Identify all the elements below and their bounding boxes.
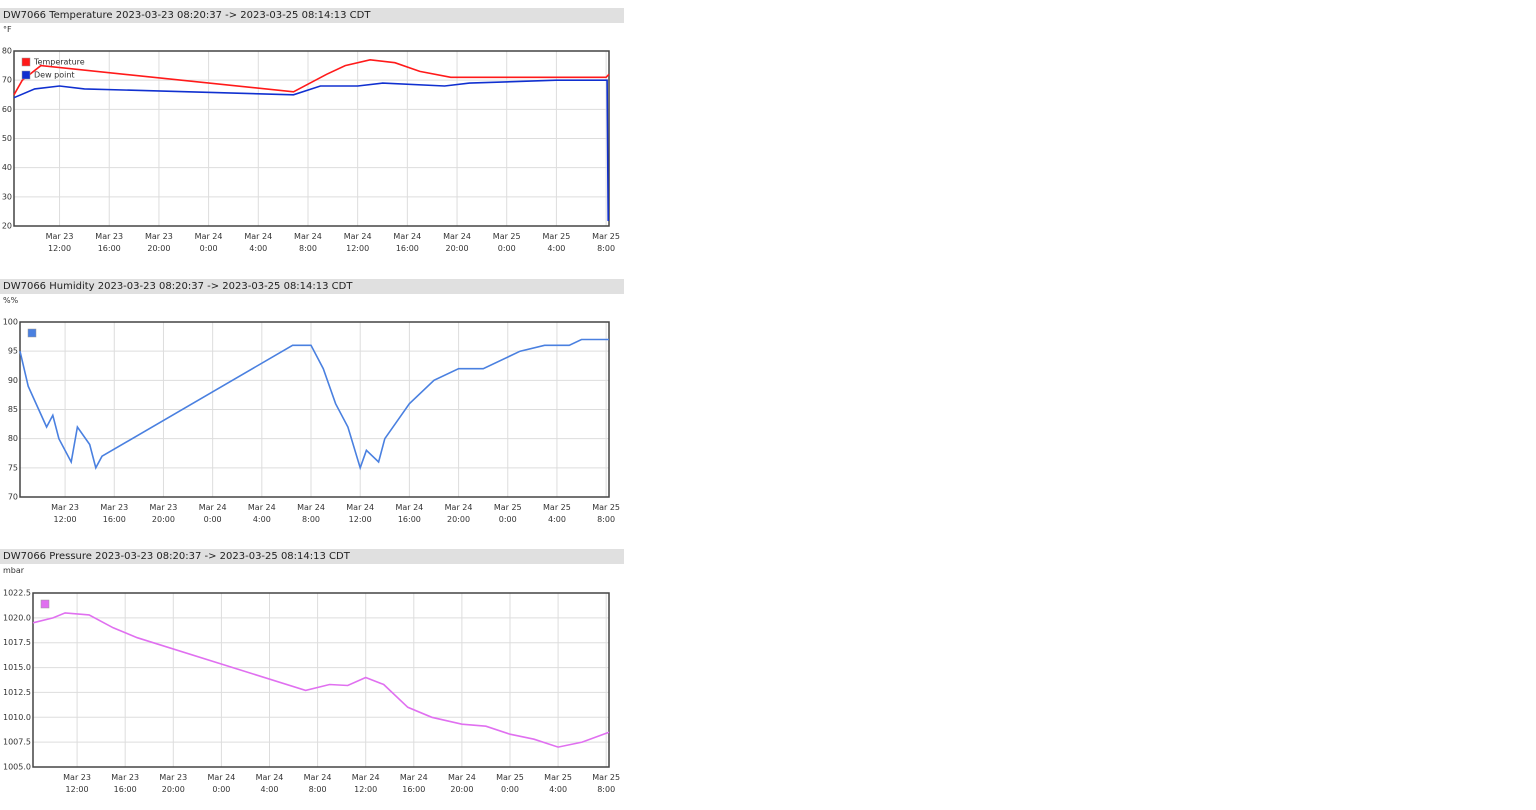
plot-border	[19, 321, 610, 498]
y-tick-label: 85	[8, 405, 18, 414]
series-line	[13, 58, 610, 96]
x-tick-label: Mar 24 8:00	[294, 232, 322, 253]
x-tick-label: Mar 24 20:00	[444, 503, 473, 524]
series-line	[13, 79, 609, 221]
y-tick-label: 95	[8, 347, 18, 356]
unit-label: mbar	[3, 566, 25, 575]
x-tick-label: Mar 24 0:00	[194, 232, 223, 253]
y-tick-label: 1022.5	[3, 589, 31, 598]
x-tick-label: Mar 23 20:00	[144, 232, 173, 253]
y-tick-label: 1012.5	[3, 688, 31, 697]
unit-label: %%	[3, 296, 19, 305]
unit-label: °F	[3, 25, 12, 34]
x-tick-label: Mar 25 0:00	[492, 232, 521, 253]
x-tick-label: Mar 24 16:00	[395, 503, 424, 524]
legend-swatch	[21, 70, 31, 80]
x-tick-label: Mar 24 20:00	[447, 773, 476, 794]
x-tick-label: Mar 24 4:00	[255, 773, 284, 794]
x-tick-label: Mar 23 12:00	[63, 773, 91, 794]
y-tick-label: 80	[2, 47, 12, 56]
x-tick-label: Mar 24 20:00	[443, 232, 471, 253]
x-tick-label: Mar 24 12:00	[351, 773, 380, 794]
x-tick-label: Mar 24 8:00	[297, 503, 325, 524]
x-tick-label: Mar 25 4:00	[543, 503, 571, 524]
chart-title: DW7066 Pressure 2023-03-23 08:20:37 -> 2…	[0, 549, 624, 564]
series-line	[19, 338, 609, 471]
y-tick-label: 50	[2, 134, 12, 143]
series-line	[32, 612, 610, 748]
y-tick-label: 90	[8, 376, 18, 385]
plot-border	[13, 50, 610, 227]
y-tick-label: 1020.0	[3, 613, 31, 622]
legend-swatch	[40, 599, 50, 609]
x-tick-label: Mar 25 4:00	[544, 773, 572, 794]
y-tick-label: 70	[2, 76, 12, 85]
x-tick-label: Mar 24 0:00	[207, 773, 236, 794]
legend-swatch	[27, 328, 37, 338]
y-tick-label: 1007.5	[3, 738, 31, 747]
x-tick-label: Mar 24 12:00	[346, 503, 375, 524]
x-tick-label: Mar 23 16:00	[95, 232, 124, 253]
y-tick-label: 1010.0	[3, 713, 31, 722]
y-tick-label: 100	[3, 318, 18, 327]
x-tick-label: Mar 24 4:00	[244, 232, 273, 253]
x-tick-label: Mar 23 12:00	[45, 232, 74, 253]
x-tick-label: Mar 25 4:00	[542, 232, 571, 253]
x-tick-label: Mar 23 16:00	[111, 773, 140, 794]
y-tick-label: 20	[2, 222, 12, 231]
y-tick-label: 75	[8, 463, 18, 472]
x-tick-label: Mar 25 8:00	[592, 773, 621, 794]
legend-swatch	[21, 57, 31, 67]
x-tick-label: Mar 23 16:00	[100, 503, 129, 524]
chart-title: DW7066 Temperature 2023-03-23 08:20:37 -…	[0, 8, 624, 23]
plot-border	[32, 592, 610, 768]
x-tick-label: Mar 24 4:00	[247, 503, 276, 524]
y-tick-label: 70	[8, 493, 18, 502]
legend-label: Temperature	[33, 58, 85, 67]
x-tick-label: Mar 25 8:00	[592, 232, 620, 253]
x-tick-label: Mar 24 12:00	[343, 232, 372, 253]
x-tick-label: Mar 25 0:00	[493, 503, 522, 524]
x-tick-label: Mar 24 0:00	[198, 503, 227, 524]
x-tick-label: Mar 23 12:00	[51, 503, 79, 524]
x-tick-label: Mar 24 16:00	[399, 773, 428, 794]
y-tick-label: 30	[2, 192, 12, 201]
x-tick-label: Mar 24 8:00	[303, 773, 332, 794]
y-tick-label: 1017.5	[3, 638, 31, 647]
x-tick-label: Mar 25 0:00	[496, 773, 524, 794]
x-tick-label: Mar 24 16:00	[393, 232, 422, 253]
x-tick-label: Mar 25 8:00	[592, 503, 621, 524]
y-tick-label: 1015.0	[3, 663, 31, 672]
y-tick-label: 60	[2, 105, 12, 114]
chart-title: DW7066 Humidity 2023-03-23 08:20:37 -> 2…	[0, 279, 624, 294]
x-tick-label: Mar 23 20:00	[149, 503, 178, 524]
x-tick-label: Mar 23 20:00	[159, 773, 188, 794]
y-tick-label: 80	[8, 434, 18, 443]
y-tick-label: 1005.0	[3, 763, 31, 772]
plot-area	[33, 593, 609, 767]
y-tick-label: 40	[2, 163, 12, 172]
legend-label: Dew point	[34, 71, 75, 80]
